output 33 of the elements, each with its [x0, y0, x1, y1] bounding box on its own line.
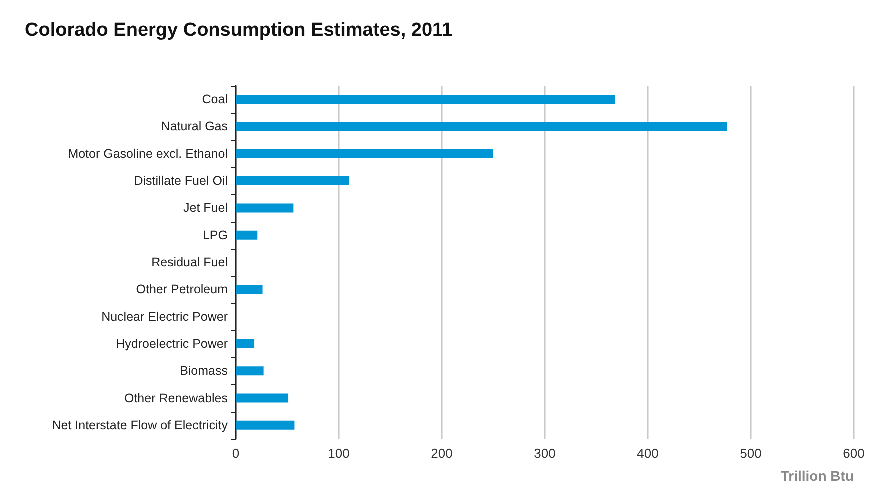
bar	[236, 394, 289, 403]
bar	[236, 95, 616, 104]
y-tick-label: Nuclear Electric Power	[102, 310, 228, 324]
x-tick-label: 300	[534, 446, 556, 461]
y-tick-label: Residual Fuel	[152, 256, 228, 270]
bar	[236, 230, 258, 240]
bar	[236, 366, 264, 376]
x-tick-label: 400	[637, 446, 659, 461]
y-tick-label: Biomass	[180, 364, 228, 378]
x-tick-label: 100	[328, 446, 350, 461]
y-tick-label: Coal	[202, 92, 228, 107]
x-tick-label: 500	[740, 446, 762, 461]
y-tick-label: Natural Gas	[161, 120, 228, 134]
bar	[236, 339, 255, 348]
y-tick-label: LPG	[202, 228, 228, 242]
bar	[236, 176, 350, 186]
chart-title: Colorado Energy Consumption Estimates, 2011	[25, 20, 454, 41]
x-tick-label: 0	[232, 446, 240, 461]
y-tick-label: Motor Gasoline excl. Ethanol	[68, 146, 228, 161]
bar	[236, 149, 494, 158]
bar	[236, 420, 295, 430]
x-tick-label: 600	[843, 446, 865, 461]
bar	[236, 122, 728, 132]
bar	[236, 204, 294, 213]
y-tick-label: Net Interstate Flow of Electricity	[52, 418, 229, 432]
y-tick-label: Other Renewables	[124, 391, 228, 406]
x-axis-title: Trillion Btu	[780, 468, 854, 483]
y-tick-label: Distillate Fuel Oil	[134, 174, 228, 188]
y-tick-label: Jet Fuel	[184, 201, 228, 216]
y-tick-label: Other Petroleum	[136, 282, 228, 297]
x-tick-label: 200	[431, 446, 453, 461]
y-tick-label: Hydroelectric Power	[116, 336, 228, 351]
bar	[236, 285, 263, 294]
